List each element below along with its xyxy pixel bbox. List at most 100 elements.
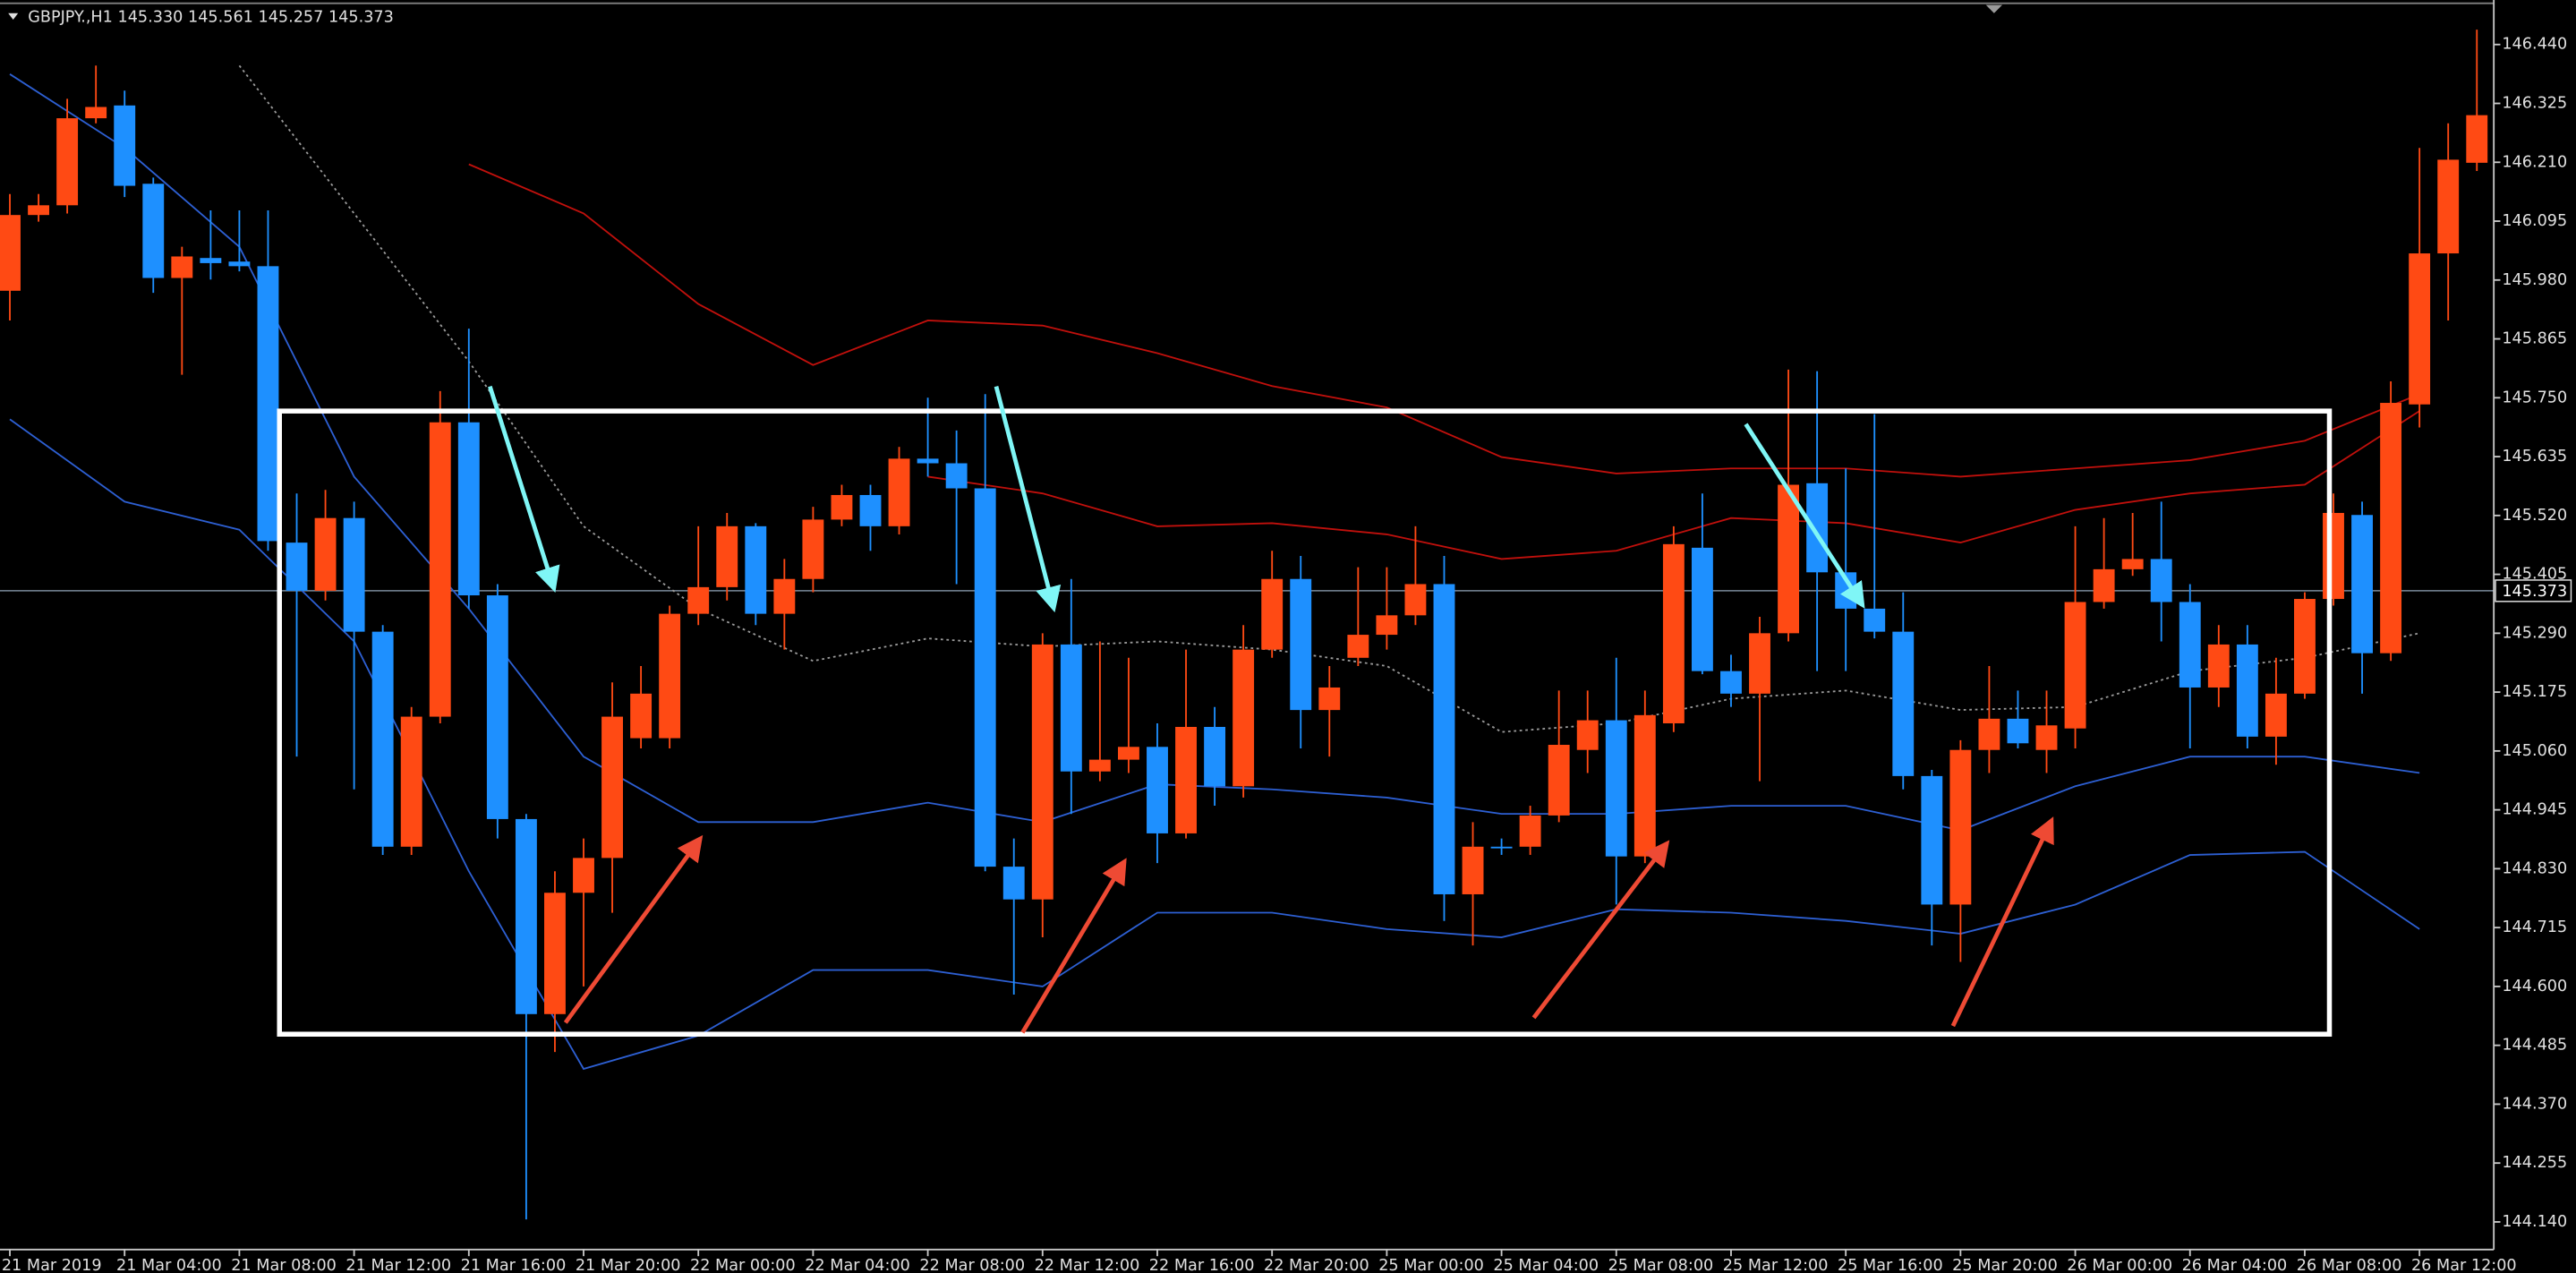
y-tick-label: 145.175 <box>2502 683 2567 701</box>
y-tick-label: 145.750 <box>2502 389 2567 406</box>
candle-body <box>1462 846 1484 894</box>
candle-body <box>1060 644 1082 772</box>
candle-body <box>2437 159 2460 254</box>
candle-body <box>1347 635 1369 658</box>
arrows <box>488 385 2054 1034</box>
candle-body <box>1548 745 1570 816</box>
candle-body <box>1691 547 1713 671</box>
x-tick-label: 21 Mar 12:00 <box>345 1257 451 1273</box>
y-tick-label: 145.290 <box>2502 624 2567 642</box>
candle-body <box>1031 644 1053 900</box>
candle-body <box>2323 512 2344 600</box>
y-tick-label: 145.060 <box>2502 742 2567 760</box>
y-tick-label: 146.210 <box>2502 153 2567 171</box>
y-tick-label: 145.520 <box>2502 507 2567 525</box>
candle-body <box>142 184 165 278</box>
chart-title: GBPJPY.,H1 145.330 145.561 145.257 145.3… <box>28 8 394 26</box>
candle-body <box>1118 747 1139 760</box>
candle-body <box>1318 687 1341 711</box>
y-tick-label: 145.865 <box>2502 330 2567 348</box>
candle-body <box>573 858 594 893</box>
candle-body <box>429 422 451 717</box>
candle-body <box>1806 483 1829 573</box>
candle-body <box>1433 584 1455 894</box>
x-tick-label: 22 Mar 20:00 <box>1264 1257 1369 1273</box>
candle-body <box>544 893 566 1014</box>
x-tick-label: 26 Mar 04:00 <box>2182 1257 2288 1273</box>
candle-body <box>2093 568 2115 602</box>
candle-body <box>486 595 508 819</box>
candle-body <box>1147 747 1168 833</box>
candle-body <box>773 578 796 614</box>
candle-body <box>630 693 653 739</box>
down-arrow <box>994 386 1062 613</box>
candle-body <box>1490 846 1513 849</box>
candle-body <box>974 488 996 867</box>
candle-body <box>1261 578 1284 650</box>
candle-body <box>257 266 279 542</box>
candle-body <box>2351 515 2373 654</box>
candle-body <box>1978 718 2000 750</box>
candle-body <box>200 258 222 263</box>
x-tick-label: 21 Mar 20:00 <box>576 1257 681 1273</box>
candle-body <box>1778 484 1800 634</box>
candle-body <box>802 519 824 579</box>
candle-body <box>888 458 910 526</box>
x-tick-label: 22 Mar 00:00 <box>690 1257 796 1273</box>
menu-triangle <box>8 13 19 21</box>
x-tick-label: 25 Mar 16:00 <box>1838 1257 1943 1273</box>
y-tick-label: 146.325 <box>2502 95 2567 113</box>
x-tick-label: 21 Mar 08:00 <box>231 1257 337 1273</box>
candle-body <box>371 631 394 847</box>
price-label: 145.373 <box>2495 579 2572 602</box>
candle-body <box>2236 644 2258 737</box>
x-tick-label: 21 Mar 04:00 <box>116 1257 222 1273</box>
candle-body <box>2035 725 2058 750</box>
candle-body <box>56 118 79 206</box>
candle-body <box>1376 615 1398 636</box>
up-arrow <box>1020 858 1127 1034</box>
indicator-line <box>238 64 2420 733</box>
x-tick-label: 22 Mar 12:00 <box>1035 1257 1140 1273</box>
y-tick-label: 144.255 <box>2502 1154 2567 1172</box>
x-tick-label: 25 Mar 08:00 <box>1608 1257 1714 1273</box>
y-tick-label: 146.440 <box>2502 36 2567 54</box>
candle-body <box>400 716 422 847</box>
y-tick-label: 145.635 <box>2502 448 2567 466</box>
candle-body <box>687 586 710 614</box>
candle-body <box>2466 115 2488 163</box>
y-tick-label: 144.140 <box>2502 1213 2567 1231</box>
x-tick-label: 26 Mar 08:00 <box>2297 1257 2402 1273</box>
candle-body <box>1233 649 1255 787</box>
candle-body <box>859 494 882 526</box>
up-arrow <box>1531 840 1670 1020</box>
y-tick-label: 146.095 <box>2502 212 2567 230</box>
candle-body <box>2207 644 2230 688</box>
indicator-line <box>468 163 2420 478</box>
candle-body <box>2007 718 2029 744</box>
y-tick-label: 144.600 <box>2502 978 2567 995</box>
x-tick-label: 21 Mar 2019 <box>2 1257 102 1273</box>
candle-body <box>1892 631 1915 776</box>
y-tick-label: 145.980 <box>2502 271 2567 289</box>
candle-body <box>1576 720 1599 750</box>
y-tick-label: 144.715 <box>2502 918 2567 936</box>
y-tick-label: 144.945 <box>2502 801 2567 819</box>
x-tick-label: 22 Mar 04:00 <box>805 1257 910 1273</box>
candle-body <box>716 525 738 587</box>
candle-body <box>745 525 767 614</box>
candle-body <box>2380 403 2402 654</box>
y-tick-label: 144.830 <box>2502 859 2567 877</box>
candle-body <box>171 256 193 278</box>
x-tick-label: 26 Mar 12:00 <box>2411 1257 2517 1273</box>
candle-body <box>28 205 50 216</box>
candle-body <box>0 215 21 291</box>
plot-area <box>0 30 2495 1220</box>
candle-body <box>1662 543 1685 723</box>
candle-body <box>114 105 136 186</box>
candle-body <box>917 458 939 464</box>
candle-body <box>1404 584 1427 616</box>
x-tick-label: 22 Mar 16:00 <box>1149 1257 1255 1273</box>
